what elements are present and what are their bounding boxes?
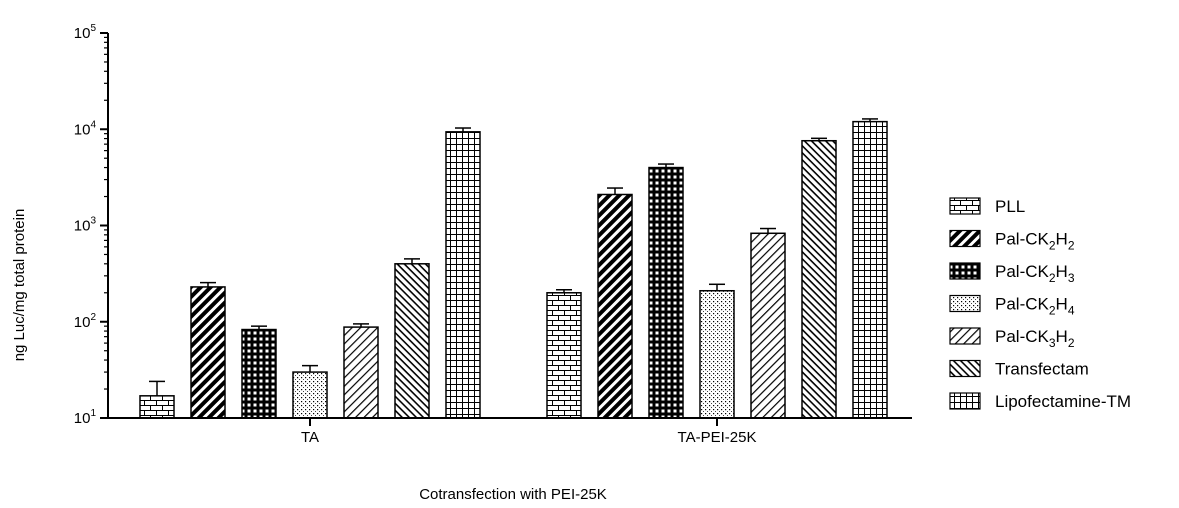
x-tick-label: TA-PEI-25K (678, 429, 757, 446)
legend-swatch (949, 262, 981, 280)
legend-label: Pal-CK2H2 (995, 230, 1075, 253)
bar-pal-ck2h4-ta (292, 371, 328, 419)
legend-label: Pal-CK3H2 (995, 327, 1075, 350)
legend-label: Pal-CK2H4 (995, 295, 1075, 318)
error-bar (607, 187, 623, 195)
error-bar (760, 227, 776, 234)
x-tick-labels: TA TA-PEI-25K (301, 429, 756, 446)
error-bar (455, 127, 471, 132)
legend-label: Transfectam (995, 360, 1089, 379)
axes (100, 32, 912, 426)
bar-lipofectamine-tm-ta (445, 131, 481, 419)
y-tick-label: 102 (74, 312, 97, 331)
legend-item: Pal-CK2H2 (949, 229, 1075, 253)
legend-swatch (949, 327, 981, 345)
bar-pal-ck3h2-ta-pei-25k (750, 232, 786, 419)
bars (139, 120, 888, 419)
bar-transfectam-ta (394, 263, 430, 419)
error-bar (353, 323, 369, 328)
legend: PLL Pal-CK2H2 Pal-CK2H3 Pal-CK2H4 Pal-CK3H2 T… (949, 197, 1131, 411)
legend-item: Pal-CK3H2 (949, 327, 1075, 350)
legend-swatch (949, 229, 981, 248)
error-bar (251, 325, 267, 330)
y-axis-label: ng Luc/mg total protein (11, 209, 28, 362)
bar-pal-ck2h3-ta (241, 328, 277, 419)
legend-item: PLL (949, 197, 1025, 216)
legend-swatch (949, 359, 981, 378)
legend-swatch (949, 197, 981, 215)
bar-pal-ck2h4-ta-pei-25k (699, 289, 735, 419)
error-bar (862, 118, 878, 122)
legend-item: Lipofectamine-TM (949, 392, 1131, 411)
error-bar (811, 137, 827, 141)
bar-pll-ta (139, 395, 175, 419)
error-bars (149, 118, 878, 396)
legend-swatch (949, 392, 981, 410)
legend-label: Lipofectamine-TM (995, 392, 1131, 411)
bar-pal-ck3h2-ta (343, 326, 379, 419)
y-tick-label: 104 (74, 119, 97, 138)
bar-transfectam-ta-pei-25k (801, 139, 837, 419)
y-tick-labels: 101 102 103 104 105 (74, 23, 97, 427)
error-bar (404, 258, 420, 264)
y-tick-label: 101 (74, 408, 97, 427)
legend-label: Pal-CK2H3 (995, 262, 1075, 285)
legend-item: Transfectam (949, 359, 1089, 379)
error-bar (658, 163, 674, 168)
bar-pal-ck2h3-ta-pei-25k (648, 166, 684, 419)
error-bar (200, 281, 216, 287)
error-bar (556, 289, 572, 293)
plot-area: 101 102 103 104 105 TA TA-PEI-25K (74, 23, 912, 446)
x-tick-label: TA (301, 429, 319, 446)
y-tick-label: 103 (74, 216, 97, 235)
legend-swatch (949, 294, 981, 313)
y-tick-label: 105 (74, 23, 97, 42)
error-bar (709, 283, 725, 291)
bar-pll-ta-pei-25k (546, 292, 582, 419)
legend-item: Pal-CK2H3 (949, 262, 1075, 285)
error-bar (302, 364, 318, 373)
bar-pal-ck2h2-ta-pei-25k (597, 193, 633, 419)
legend-item: Pal-CK2H4 (949, 294, 1075, 318)
bar-pal-ck2h2-ta (190, 286, 226, 419)
bar-lipofectamine-tm-ta-pei-25k (852, 120, 888, 419)
legend-label: PLL (995, 197, 1025, 216)
error-bar (149, 380, 165, 396)
x-axis-label: Cotransfection with PEI-25K (419, 486, 607, 503)
